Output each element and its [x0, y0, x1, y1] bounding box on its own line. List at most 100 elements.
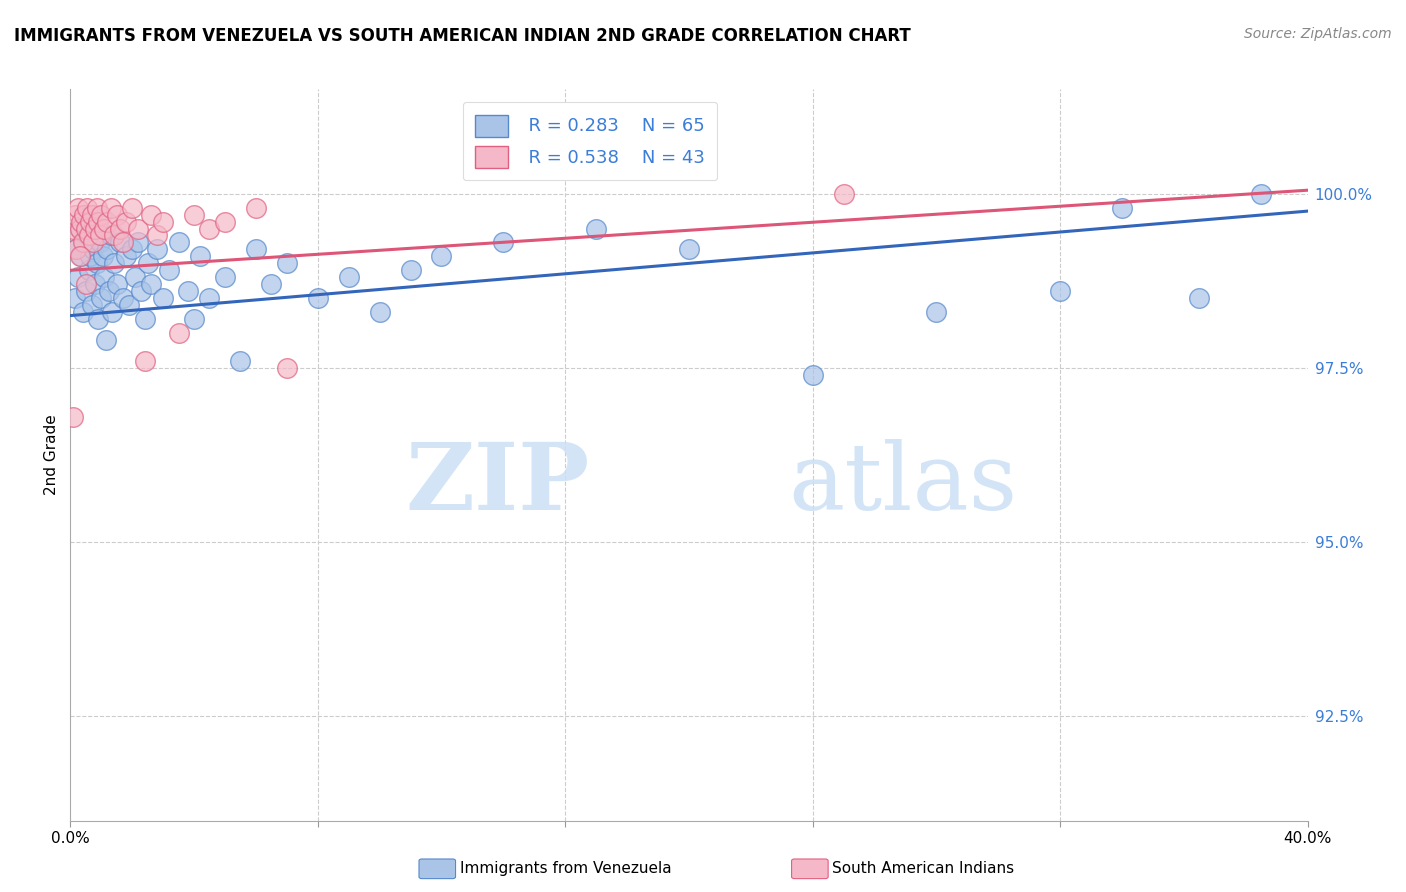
- Point: [127, 235, 149, 250]
- Point: [124, 270, 146, 285]
- Point: [62, 409, 84, 424]
- Text: IMMIGRANTS FROM VENEZUELA VS SOUTH AMERICAN INDIAN 2ND GRADE CORRELATION CHART: IMMIGRANTS FROM VENEZUELA VS SOUTH AMERI…: [14, 27, 911, 45]
- Point: [90, 291, 112, 305]
- Point: [63, 208, 86, 222]
- Point: [69, 249, 91, 263]
- Point: [183, 312, 205, 326]
- Point: [146, 228, 169, 243]
- Point: [93, 270, 115, 285]
- Point: [91, 249, 114, 263]
- Point: [96, 243, 118, 257]
- Point: [188, 249, 211, 263]
- Point: [585, 221, 607, 235]
- Point: [72, 235, 94, 250]
- Point: [115, 249, 138, 263]
- Point: [127, 221, 149, 235]
- Point: [87, 312, 110, 326]
- Point: [229, 354, 252, 368]
- Point: [925, 305, 948, 319]
- Point: [103, 228, 125, 243]
- Point: [87, 214, 110, 228]
- Point: [214, 214, 236, 228]
- Point: [67, 201, 90, 215]
- Point: [139, 208, 162, 222]
- Text: South American Indians: South American Indians: [832, 862, 1015, 876]
- Point: [108, 221, 131, 235]
- Text: ZIP: ZIP: [406, 439, 591, 529]
- Point: [678, 243, 700, 257]
- Point: [167, 326, 190, 340]
- Point: [134, 354, 156, 368]
- Legend:   R = 0.283    N = 65,   R = 0.538    N = 43: R = 0.283 N = 65, R = 0.538 N = 43: [463, 102, 717, 180]
- Point: [177, 284, 200, 298]
- Point: [82, 235, 105, 250]
- Y-axis label: 2nd Grade: 2nd Grade: [44, 415, 59, 495]
- Point: [94, 333, 117, 347]
- Point: [136, 256, 159, 270]
- Point: [121, 243, 143, 257]
- Point: [98, 284, 120, 298]
- Point: [76, 228, 98, 243]
- Point: [198, 291, 221, 305]
- Point: [103, 256, 125, 270]
- Point: [368, 305, 391, 319]
- Point: [260, 277, 283, 292]
- Point: [90, 208, 112, 222]
- Point: [77, 228, 100, 243]
- Point: [157, 263, 180, 277]
- Point: [108, 235, 131, 250]
- Point: [198, 221, 221, 235]
- Point: [121, 201, 143, 215]
- Point: [80, 298, 103, 312]
- Point: [115, 214, 138, 228]
- Point: [100, 201, 122, 215]
- Point: [75, 221, 97, 235]
- Point: [1049, 284, 1071, 298]
- Point: [111, 291, 134, 305]
- Point: [65, 243, 87, 257]
- Point: [105, 208, 128, 222]
- Point: [832, 186, 855, 201]
- Point: [1188, 291, 1211, 305]
- Point: [73, 208, 96, 222]
- Point: [84, 221, 107, 235]
- Point: [134, 312, 156, 326]
- Point: [63, 291, 86, 305]
- Point: [65, 243, 87, 257]
- Text: atlas: atlas: [787, 439, 1017, 529]
- Point: [75, 284, 97, 298]
- Point: [96, 214, 118, 228]
- Point: [76, 201, 98, 215]
- Point: [82, 243, 105, 257]
- Point: [105, 277, 128, 292]
- Point: [139, 277, 162, 292]
- Point: [69, 221, 91, 235]
- Point: [399, 263, 422, 277]
- Point: [84, 277, 107, 292]
- Point: [276, 360, 298, 375]
- Point: [79, 249, 101, 263]
- Point: [67, 270, 90, 285]
- Point: [89, 235, 111, 250]
- Point: [245, 201, 267, 215]
- Point: [118, 298, 141, 312]
- Point: [276, 256, 298, 270]
- Point: [183, 208, 205, 222]
- Point: [430, 249, 453, 263]
- Point: [101, 305, 124, 319]
- Point: [93, 221, 115, 235]
- Point: [77, 263, 100, 277]
- Point: [801, 368, 824, 382]
- Point: [146, 243, 169, 257]
- Point: [75, 277, 97, 292]
- Point: [86, 256, 108, 270]
- Point: [337, 270, 360, 285]
- Point: [70, 249, 93, 263]
- Point: [73, 235, 96, 250]
- Point: [69, 221, 91, 235]
- Text: Source: ZipAtlas.com: Source: ZipAtlas.com: [1244, 27, 1392, 41]
- Point: [70, 214, 93, 228]
- Point: [86, 201, 108, 215]
- Point: [1250, 186, 1272, 201]
- Point: [79, 214, 101, 228]
